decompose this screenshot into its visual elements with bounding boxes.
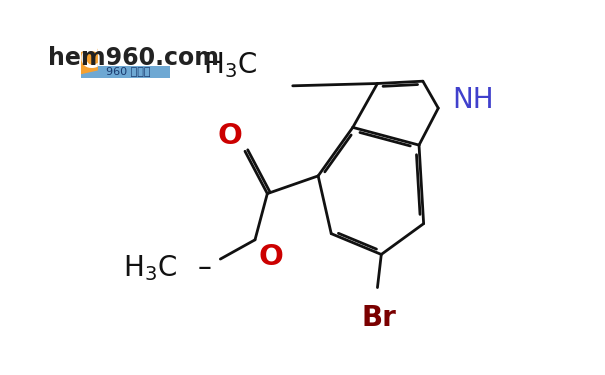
Text: C: C [80, 48, 99, 74]
Text: hem960.com: hem960.com [48, 46, 219, 70]
Text: 960 化工网: 960 化工网 [106, 66, 151, 76]
FancyBboxPatch shape [81, 66, 169, 78]
Text: H$_3$C: H$_3$C [203, 50, 257, 80]
Polygon shape [81, 49, 98, 74]
Text: Br: Br [362, 304, 396, 333]
Text: NH: NH [452, 87, 494, 114]
Text: H$_3$C: H$_3$C [123, 254, 177, 283]
Text: O: O [217, 122, 242, 150]
Text: –: – [198, 254, 212, 282]
Text: O: O [258, 243, 283, 271]
